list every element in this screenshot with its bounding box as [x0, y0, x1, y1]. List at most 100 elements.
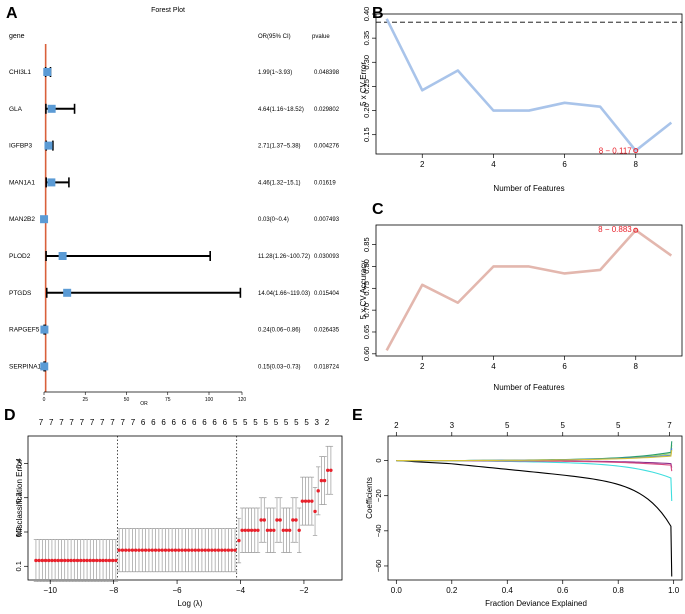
p-value-text: 0.026435 [314, 328, 340, 334]
error-point [243, 528, 247, 532]
panel-c-label: C [372, 201, 384, 218]
panel-c-cv-accuracy: C Number of Features 5 x CV Accuracy 2 4 6… [359, 201, 683, 392]
error-point [216, 548, 221, 552]
error-point [210, 548, 214, 552]
top-axis-label: 7 [100, 418, 105, 427]
y-tick-label: 0.15 [362, 127, 371, 142]
or-box [44, 141, 53, 150]
best-point-annotation: 8 − 0.117 [599, 147, 633, 156]
top-axis-label: 5 [274, 418, 279, 427]
error-point [140, 548, 144, 552]
y-tick-label: 0.4 [14, 458, 23, 468]
or-ci-text: 4.64(1.16~18.52) [258, 107, 304, 113]
error-point [297, 528, 301, 532]
gene-label: PLOD2 [9, 253, 31, 260]
error-point [223, 548, 227, 552]
error-point [186, 548, 191, 552]
or-ci-text: 14.04(1.66~119.03) [258, 291, 310, 297]
top-axis-label: 6 [202, 418, 207, 427]
panel-c-xlabel: Number of Features [493, 383, 564, 392]
top-axis-label: 7 [69, 418, 74, 427]
y-tick-label: 0.80 [362, 259, 371, 274]
panel-e-ylabel: Coefficients [365, 477, 374, 519]
x-tick-label: 1.0 [668, 586, 680, 595]
y-tick-label: 0.30 [362, 55, 371, 70]
or-ci-text: 1.99(1~3.93) [258, 70, 292, 76]
x-tick-label: 0.4 [502, 586, 514, 595]
panel-a-forest-plot: A Forest Plot gene OR(95% CI) pvalue OR … [6, 5, 340, 407]
series-line [385, 18, 673, 152]
error-point [133, 548, 138, 552]
or-box [43, 68, 52, 76]
coefficient-path [396, 460, 673, 501]
y-tick-label: −20 [374, 489, 383, 502]
error-point [275, 518, 279, 522]
error-point [213, 548, 217, 552]
top-axis-label: 5 [616, 421, 621, 430]
x-tick-label: 0.8 [613, 586, 625, 595]
panel-d-misclassification: D Log (λ) Misclassification Error −10 −8 −… [4, 407, 343, 608]
error-point [262, 518, 266, 522]
panel-a-col-gene: gene [9, 33, 25, 40]
error-point [265, 528, 270, 532]
error-point [220, 548, 224, 552]
best-point [633, 227, 639, 233]
error-point [256, 528, 260, 532]
p-value-text: 0.015404 [314, 291, 340, 297]
top-axis-label: 6 [151, 418, 156, 427]
error-point [177, 548, 181, 552]
error-point [160, 548, 164, 552]
error-point [120, 548, 125, 552]
error-point [310, 499, 314, 503]
best-point-annotation: 8 − 0.883 [598, 225, 632, 234]
plot-frame [27, 435, 343, 581]
error-point [281, 528, 286, 532]
error-point [63, 558, 67, 563]
error-point [326, 468, 330, 472]
error-point [72, 558, 76, 563]
top-axis-label: 7 [80, 418, 85, 427]
error-point [300, 499, 305, 503]
error-point [69, 558, 73, 563]
y-tick-label: 0.25 [362, 79, 371, 94]
top-axis-label: 5 [243, 418, 248, 427]
top-axis-label: 7 [39, 418, 44, 427]
error-point [272, 528, 276, 532]
panel-e-label: E [352, 407, 363, 424]
error-point [240, 528, 244, 532]
error-point [124, 548, 128, 552]
or-ci-text: 2.71(1.37~5.38) [258, 144, 301, 150]
x-tick-label: 120 [238, 397, 247, 403]
top-axis-label: 2 [394, 421, 399, 430]
panel-a-xlabel: OR [140, 401, 148, 407]
plot-frame [375, 224, 683, 357]
gene-label: RAPGEF5 [9, 327, 40, 334]
or-box [40, 362, 49, 371]
error-point [88, 558, 92, 563]
p-value-text: 0.029802 [314, 107, 340, 113]
top-axis-label: 6 [192, 418, 197, 427]
or-box [47, 104, 56, 113]
plot-frame [387, 435, 683, 581]
p-value-text: 0.030093 [314, 254, 340, 260]
y-tick-label: 0 [374, 458, 383, 462]
coefficient-path [396, 449, 673, 462]
or-ci-text: 0.03(0~0.4) [258, 217, 289, 223]
error-point [306, 499, 311, 503]
x-tick-label: 4 [491, 362, 496, 371]
or-box [40, 215, 49, 224]
error-point [34, 558, 38, 563]
error-point [127, 548, 131, 552]
error-point [85, 558, 89, 563]
p-value-text: 0.048398 [314, 70, 340, 76]
or-ci-text: 0.15(0.03~0.73) [258, 364, 301, 370]
x-tick-label: 50 [124, 397, 130, 403]
x-tick-label: 8 [634, 362, 639, 371]
error-point [78, 558, 83, 563]
y-tick-label: −60 [374, 560, 383, 573]
error-point [104, 558, 108, 563]
error-point [226, 548, 231, 552]
top-axis-label: 5 [233, 418, 238, 427]
top-axis-label: 5 [263, 418, 268, 427]
